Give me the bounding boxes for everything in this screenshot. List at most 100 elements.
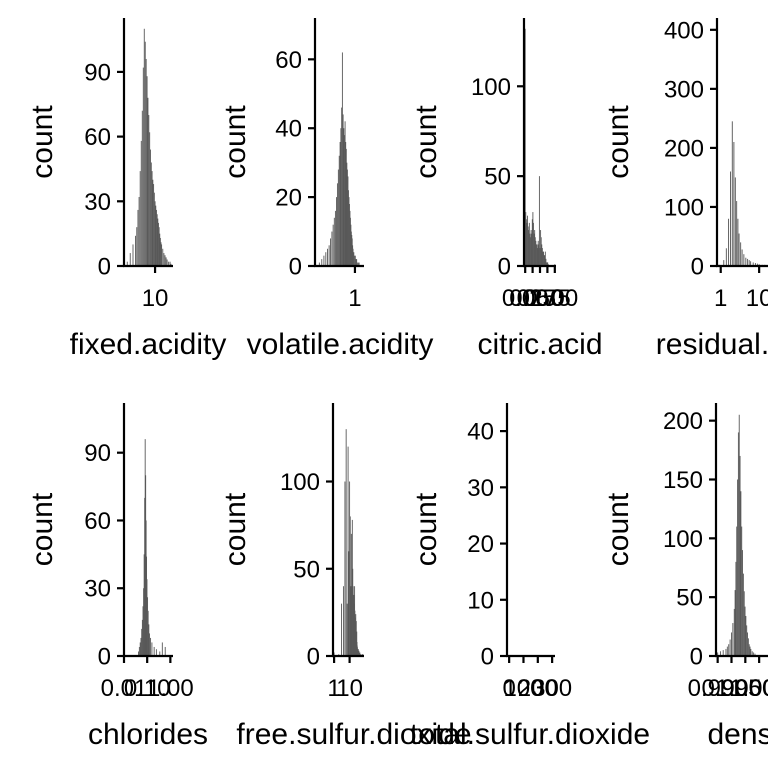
- histogram-bar: [339, 142, 341, 266]
- histogram-bar: [349, 217, 351, 266]
- x-tick-label: 0.25: [509, 285, 556, 312]
- histogram-bar: [142, 67, 144, 266]
- histogram-bar: [743, 254, 745, 266]
- histogram-bar: [733, 142, 735, 266]
- y-axis-title: count: [410, 105, 443, 179]
- y-tick-label: 30: [84, 576, 111, 603]
- histogram-bar: [147, 97, 149, 266]
- y-tick-label: 0: [289, 254, 302, 281]
- histogram-bar: [147, 597, 149, 656]
- histogram-bar: [158, 227, 160, 266]
- histogram-bar: [330, 238, 332, 266]
- y-tick-label: 0: [498, 254, 511, 281]
- x-tick-label: 1.00: [147, 675, 194, 702]
- histogram-bar: [150, 149, 151, 266]
- histogram-bar: [355, 621, 357, 656]
- histogram-bar: [139, 642, 141, 656]
- y-tick-label: 30: [84, 189, 111, 216]
- histogram-bar: [336, 197, 337, 266]
- histogram-bar: [347, 446, 349, 656]
- y-tick-label: 200: [663, 408, 703, 435]
- histogram-bar: [534, 230, 536, 266]
- histogram-bar: [745, 615, 747, 656]
- histogram-bar: [140, 140, 142, 266]
- histogram-bar: [164, 646, 166, 656]
- histogram-bar: [129, 253, 131, 266]
- histogram-bar: [352, 248, 354, 266]
- histogram-bar: [148, 624, 150, 657]
- histogram-bar: [344, 135, 345, 266]
- histogram-bar: [728, 218, 730, 266]
- histogram-bar: [735, 561, 737, 656]
- histogram-bar: [126, 261, 128, 266]
- histogram-bar: [333, 217, 335, 266]
- histogram-bar: [321, 259, 323, 266]
- histogram-bar: [747, 632, 748, 656]
- histogram-bar: [540, 230, 542, 266]
- histogram-bar: [159, 651, 161, 656]
- y-tick-label: 200: [664, 135, 704, 162]
- y-tick-label: 90: [84, 59, 111, 86]
- y-tick-label: 100: [663, 526, 703, 553]
- histogram-bar: [331, 231, 333, 266]
- histogram-bar: [736, 526, 738, 656]
- histogram-bar: [535, 244, 537, 266]
- histogram-bar: [157, 218, 159, 266]
- histogram-bar: [737, 479, 739, 656]
- histogram-bar: [358, 652, 360, 656]
- histogram-bar: [731, 632, 732, 656]
- x-tick-label: 10: [746, 285, 768, 312]
- histogram-bar: [546, 262, 547, 266]
- histogram-bar: [359, 652, 361, 656]
- histogram-bar: [543, 255, 545, 266]
- histogram-bar: [156, 209, 157, 266]
- x-tick-label: 300: [532, 675, 572, 702]
- histogram-bar: [168, 261, 170, 266]
- histogram-bar: [354, 255, 356, 266]
- histogram-bar: [136, 227, 138, 266]
- histogram-bar: [527, 215, 529, 266]
- x-tick-label: 0.00: [502, 285, 549, 312]
- histogram-bar: [728, 644, 730, 656]
- x-tick-label: 1: [714, 285, 727, 312]
- histogram-bar: [540, 237, 542, 266]
- histogram-bar: [544, 255, 546, 266]
- histogram-bar: [334, 210, 336, 266]
- histogram-bar: [327, 248, 328, 266]
- x-axis-title: chlorides: [88, 718, 208, 751]
- x-tick-label: 200: [518, 675, 558, 702]
- histogram-bar: [742, 573, 744, 656]
- histogram-bar: [145, 58, 147, 266]
- y-tick-label: 0: [691, 254, 704, 281]
- histogram-bar: [337, 169, 339, 266]
- histogram-bar: [328, 245, 330, 266]
- histogram-bar: [751, 651, 753, 656]
- histogram-bar: [143, 28, 145, 267]
- y-tick-label: 150: [663, 467, 703, 494]
- histogram-bar: [531, 219, 533, 266]
- histogram-bar: [739, 455, 741, 656]
- histogram-bar: [338, 155, 340, 266]
- histogram-bar: [357, 262, 359, 266]
- y-tick-label: 100: [280, 469, 320, 496]
- histogram-bar: [353, 252, 355, 266]
- y-tick-label: 90: [84, 440, 111, 467]
- histogram-bar: [354, 255, 356, 266]
- histogram-bar: [747, 638, 749, 656]
- x-tick-label: 100: [503, 675, 543, 702]
- histogram-bar: [147, 610, 149, 656]
- histogram-bar: [158, 222, 159, 266]
- histogram-bar: [323, 255, 325, 266]
- histogram-bar: [723, 260, 725, 266]
- histogram-bar: [525, 219, 527, 266]
- histogram-bar: [525, 212, 527, 266]
- histogram-bar: [749, 646, 751, 656]
- histogram-bar: [350, 586, 352, 656]
- histogram-bar: [342, 586, 344, 656]
- histogram-bar: [741, 249, 743, 266]
- y-tick-label: 0: [98, 254, 111, 281]
- histogram-bar: [163, 253, 165, 266]
- y-tick-label: 50: [676, 585, 703, 612]
- x-tick-label: 10: [336, 675, 363, 702]
- histogram-bar: [546, 262, 548, 266]
